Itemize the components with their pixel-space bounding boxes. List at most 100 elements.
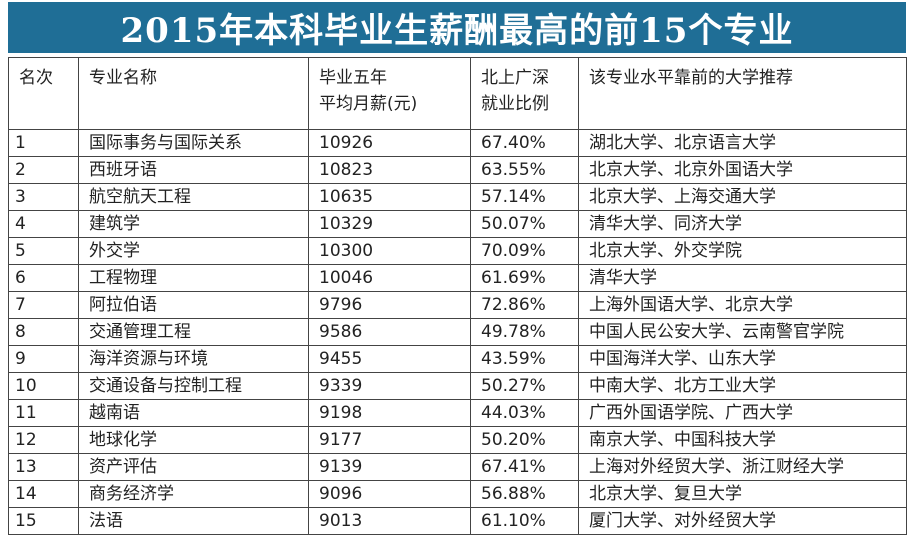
- cell-rank: 4: [8, 210, 79, 238]
- table-row: 10 交通设备与控制工程 9339 50.27% 中南大学、北方工业大学: [8, 372, 907, 400]
- cell-universities: 湖北大学、北京语言大学: [578, 129, 907, 157]
- table-row: 14 商务经济学 9096 56.88% 北京大学、复旦大学: [8, 480, 907, 508]
- cell-salary: 10300: [308, 237, 471, 265]
- salary-table-container: 名次 专业名称 毕业五年 平均月薪(元) 北上广深 就业比例 该专业水平靠前的大…: [8, 57, 907, 535]
- table-body: 1 国际事务与国际关系 10926 67.40% 湖北大学、北京语言大学 2 西班牙语 108…: [8, 129, 907, 535]
- cell-universities: 中国人民公安大学、云南警官学院: [578, 318, 907, 346]
- cell-salary: 9796: [308, 291, 471, 319]
- cell-salary: 9455: [308, 345, 471, 373]
- cell-major: 西班牙语: [78, 156, 309, 184]
- cell-major: 外交学: [78, 237, 309, 265]
- cell-major: 航空航天工程: [78, 183, 309, 211]
- cell-salary: 9177: [308, 426, 471, 454]
- cell-major: 地球化学: [78, 426, 309, 454]
- cell-ratio: 67.40%: [470, 129, 579, 157]
- cell-universities: 中南大学、北方工业大学: [578, 372, 907, 400]
- cell-major: 法语: [78, 507, 309, 535]
- cell-ratio: 72.86%: [470, 291, 579, 319]
- cell-ratio: 50.20%: [470, 426, 579, 454]
- cell-universities: 清华大学、同济大学: [578, 210, 907, 238]
- cell-universities: 北京大学、北京外国语大学: [578, 156, 907, 184]
- cell-universities: 清华大学: [578, 264, 907, 292]
- cell-rank: 11: [8, 399, 79, 427]
- cell-ratio: 70.09%: [470, 237, 579, 265]
- cell-ratio: 63.55%: [470, 156, 579, 184]
- cell-salary: 10635: [308, 183, 471, 211]
- table-row: 11 越南语 9198 44.03% 广西外国语学院、广西大学: [8, 399, 907, 427]
- cell-salary: 10926: [308, 129, 471, 157]
- cell-rank: 3: [8, 183, 79, 211]
- cell-ratio: 56.88%: [470, 480, 579, 508]
- cell-major: 海洋资源与环境: [78, 345, 309, 373]
- cell-rank: 15: [8, 507, 79, 535]
- table-row: 9 海洋资源与环境 9455 43.59% 中国海洋大学、山东大学: [8, 345, 907, 373]
- table-row: 2 西班牙语 10823 63.55% 北京大学、北京外国语大学: [8, 156, 907, 184]
- table-row: 1 国际事务与国际关系 10926 67.40% 湖北大学、北京语言大学: [8, 129, 907, 157]
- header-rank: 名次: [8, 57, 79, 130]
- cell-universities: 中国海洋大学、山东大学: [578, 345, 907, 373]
- cell-salary: 10823: [308, 156, 471, 184]
- cell-universities: 北京大学、复旦大学: [578, 480, 907, 508]
- cell-rank: 6: [8, 264, 79, 292]
- cell-ratio: 44.03%: [470, 399, 579, 427]
- cell-rank: 2: [8, 156, 79, 184]
- cell-ratio: 61.10%: [470, 507, 579, 535]
- cell-major: 国际事务与国际关系: [78, 129, 309, 157]
- table-row: 6 工程物理 10046 61.69% 清华大学: [8, 264, 907, 292]
- cell-ratio: 67.41%: [470, 453, 579, 481]
- header-salary: 毕业五年 平均月薪(元): [308, 57, 471, 130]
- cell-rank: 7: [8, 291, 79, 319]
- cell-universities: 厦门大学、对外经贸大学: [578, 507, 907, 535]
- cell-universities: 广西外国语学院、广西大学: [578, 399, 907, 427]
- cell-universities: 上海对外经贸大学、浙江财经大学: [578, 453, 907, 481]
- table-row: 8 交通管理工程 9586 49.78% 中国人民公安大学、云南警官学院: [8, 318, 907, 346]
- table-row: 15 法语 9013 61.10% 厦门大学、对外经贸大学: [8, 507, 907, 535]
- cell-major: 建筑学: [78, 210, 309, 238]
- header-ratio-line1: 北上广深: [481, 68, 549, 88]
- cell-salary: 9586: [308, 318, 471, 346]
- cell-rank: 1: [8, 129, 79, 157]
- cell-ratio: 43.59%: [470, 345, 579, 373]
- cell-salary: 9013: [308, 507, 471, 535]
- table-header-row: 名次 专业名称 毕业五年 平均月薪(元) 北上广深 就业比例 该专业水平靠前的大…: [8, 57, 907, 130]
- header-salary-line1: 毕业五年: [319, 68, 387, 88]
- page-title: 2015年本科毕业生薪酬最高的前15个专业: [120, 11, 794, 51]
- header-ratio: 北上广深 就业比例: [470, 57, 579, 130]
- cell-salary: 9339: [308, 372, 471, 400]
- table-row: 4 建筑学 10329 50.07% 清华大学、同济大学: [8, 210, 907, 238]
- cell-salary: 9139: [308, 453, 471, 481]
- cell-universities: 南京大学、中国科技大学: [578, 426, 907, 454]
- cell-major: 越南语: [78, 399, 309, 427]
- cell-rank: 13: [8, 453, 79, 481]
- cell-salary: 10046: [308, 264, 471, 292]
- cell-salary: 9096: [308, 480, 471, 508]
- header-universities: 该专业水平靠前的大学推荐: [578, 57, 907, 130]
- table-row: 12 地球化学 9177 50.20% 南京大学、中国科技大学: [8, 426, 907, 454]
- header-salary-line2: 平均月薪(元): [319, 94, 418, 114]
- header-major: 专业名称: [78, 57, 309, 130]
- table-row: 5 外交学 10300 70.09% 北京大学、外交学院: [8, 237, 907, 265]
- cell-ratio: 61.69%: [470, 264, 579, 292]
- cell-salary: 10329: [308, 210, 471, 238]
- cell-major: 交通管理工程: [78, 318, 309, 346]
- cell-ratio: 50.07%: [470, 210, 579, 238]
- salary-table: 名次 专业名称 毕业五年 平均月薪(元) 北上广深 就业比例 该专业水平靠前的大…: [8, 57, 907, 535]
- table-row: 7 阿拉伯语 9796 72.86% 上海外国语大学、北京大学: [8, 291, 907, 319]
- cell-major: 商务经济学: [78, 480, 309, 508]
- cell-major: 工程物理: [78, 264, 309, 292]
- cell-rank: 9: [8, 345, 79, 373]
- cell-major: 阿拉伯语: [78, 291, 309, 319]
- cell-salary: 9198: [308, 399, 471, 427]
- cell-ratio: 49.78%: [470, 318, 579, 346]
- cell-rank: 5: [8, 237, 79, 265]
- cell-rank: 12: [8, 426, 79, 454]
- cell-universities: 北京大学、外交学院: [578, 237, 907, 265]
- cell-rank: 8: [8, 318, 79, 346]
- cell-universities: 北京大学、上海交通大学: [578, 183, 907, 211]
- header-ratio-line2: 就业比例: [481, 94, 549, 114]
- cell-major: 资产评估: [78, 453, 309, 481]
- title-banner: 2015年本科毕业生薪酬最高的前15个专业: [0, 0, 914, 55]
- cell-universities: 上海外国语大学、北京大学: [578, 291, 907, 319]
- cell-rank: 14: [8, 480, 79, 508]
- table-row: 3 航空航天工程 10635 57.14% 北京大学、上海交通大学: [8, 183, 907, 211]
